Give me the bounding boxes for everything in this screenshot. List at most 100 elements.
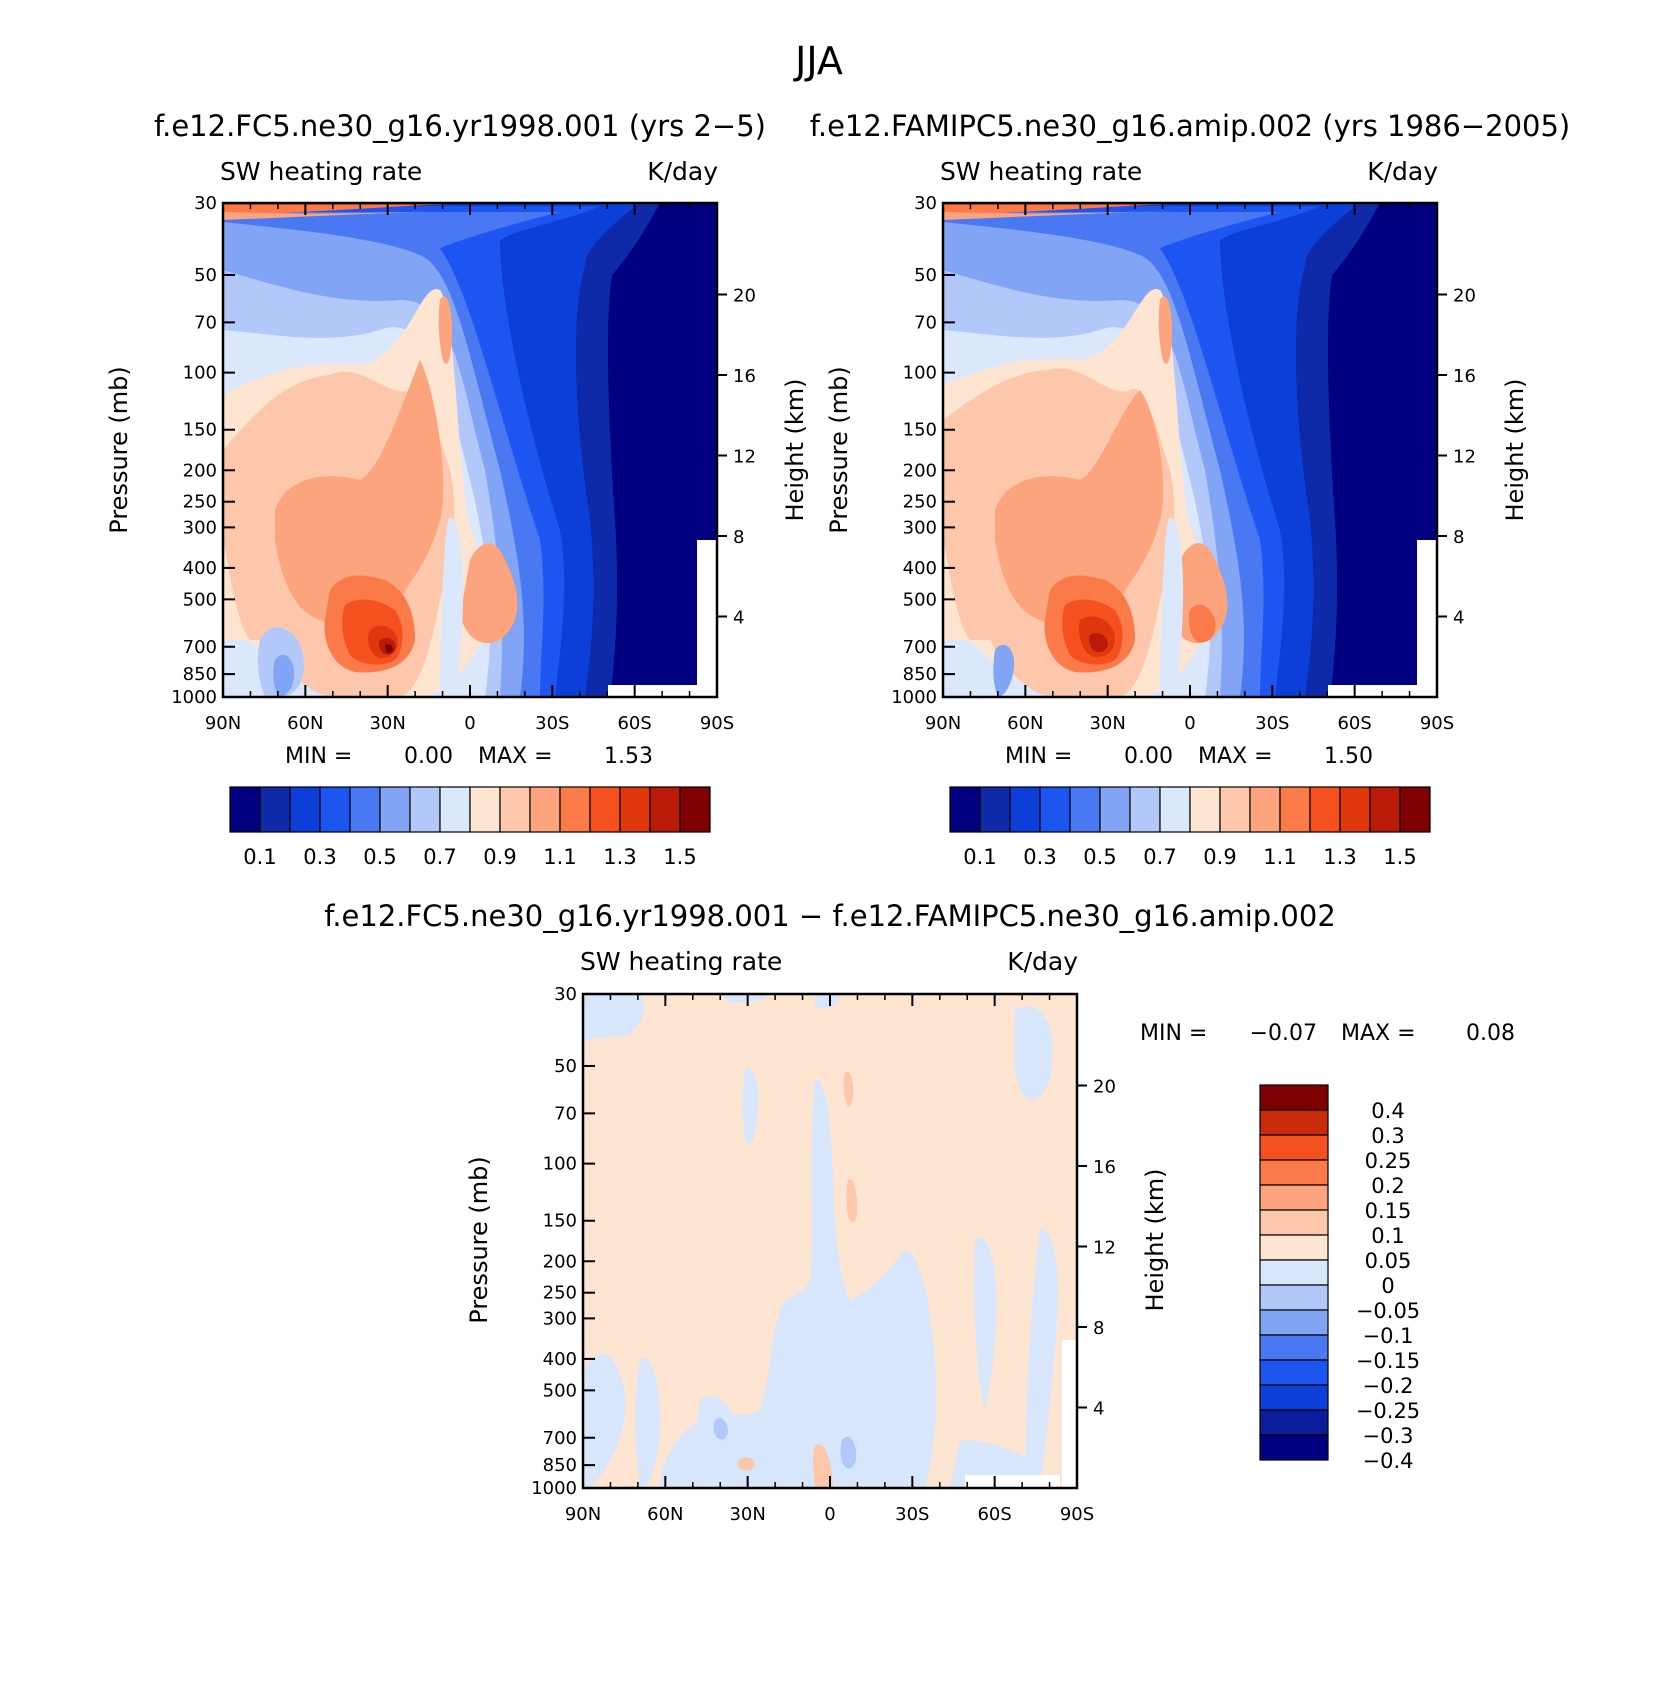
colorbar-box (1069, 786, 1101, 833)
y-tick-label: 700 (183, 637, 217, 658)
y-tick-label: 250 (903, 492, 937, 513)
y-right-tick-label: 20 (1093, 1076, 1116, 1097)
colorbar-box (529, 786, 561, 833)
colorbar-box (1259, 1184, 1329, 1211)
x-tick-label: 30S (895, 1504, 929, 1525)
colorbar-label: 0.1 (963, 845, 996, 869)
colorbar-label: 0.9 (483, 845, 516, 869)
y-tick-label: 500 (183, 589, 217, 610)
y-right-tick-label: 4 (733, 607, 744, 628)
panel-left-colorbar: 0.1 0.3 0.5 0.7 0.9 1.1 1.3 1.5 (229, 786, 711, 869)
y-right-tick-label: 4 (1453, 607, 1464, 628)
colorbar-box (1159, 786, 1191, 833)
y-tick-label: 400 (183, 558, 217, 579)
panel-right-title: f.e12.FAMIPC5.ne30_g16.amip.002 (yrs 198… (810, 109, 1571, 143)
colorbar-box (589, 786, 621, 833)
y-tick-label: 100 (543, 1154, 577, 1175)
panel-left-left-string: SW heating rate (220, 157, 422, 186)
x-tick-label: 0 (824, 1504, 835, 1525)
colorbar-label: −0.25 (1356, 1399, 1420, 1423)
panel-right: f.e12.FAMIPC5.ne30_g16.amip.002 (yrs 198… (810, 109, 1571, 869)
colorbar-label: 1.5 (663, 845, 696, 869)
colorbar-box (979, 786, 1011, 833)
colorbar-box (1259, 1384, 1329, 1411)
x-tick-label: 60N (647, 1504, 683, 1525)
figure-title: JJA (793, 39, 843, 83)
panel-right-left-string: SW heating rate (940, 157, 1142, 186)
colorbar-box (439, 786, 471, 833)
panel-difference-max-label: MAX = (1341, 1021, 1416, 1046)
y-right-tick-label: 12 (1093, 1237, 1116, 1258)
y-right-tick-label: 8 (733, 527, 744, 548)
x-tick-label: 90N (925, 713, 961, 734)
colorbar-box (1259, 1409, 1329, 1436)
colorbar-box (1099, 786, 1131, 833)
colorbar-box (1249, 786, 1281, 833)
panel-left: f.e12.FC5.ne30_g16.yr1998.001 (yrs 2−5) … (105, 109, 809, 869)
colorbar-box (319, 786, 351, 833)
colorbar-label: 0.3 (1023, 845, 1056, 869)
panel-right-axes: 90N 60N 30N 0 30S 60S 90S 30 50 70 100 150 200 250 300… (891, 193, 1476, 734)
colorbar-box (1259, 1134, 1329, 1161)
y-tick-label: 50 (194, 265, 217, 286)
panel-left-ylabel-right: Height (km) (781, 379, 809, 522)
y-tick-label: 1000 (891, 687, 937, 708)
colorbar-label: −0.2 (1363, 1374, 1414, 1398)
y-tick-label: 1000 (171, 687, 217, 708)
colorbar-box (1129, 786, 1161, 833)
panel-difference-left-string: SW heating rate (580, 947, 782, 976)
panel-difference-min-value: −0.07 (1250, 1021, 1317, 1046)
y-tick-label: 70 (914, 312, 937, 333)
colorbar-label: 0.4 (1371, 1099, 1404, 1123)
colorbar-box (1189, 786, 1221, 833)
colorbar-box (259, 786, 291, 833)
y-tick-label: 70 (554, 1103, 577, 1124)
panel-right-right-string: K/day (1367, 157, 1438, 186)
panel-left-axes: 90N 60N 30N 0 30S 60S 90S 30 50 70 100 150 200 250 300… (171, 193, 756, 734)
colorbar-label: 0.9 (1203, 845, 1236, 869)
colorbar-box (1259, 1159, 1329, 1186)
x-tick-label: 90N (565, 1504, 601, 1525)
colorbar-label: 0.2 (1371, 1174, 1404, 1198)
y-tick-label: 30 (554, 984, 577, 1005)
colorbar-label: 0.1 (1371, 1224, 1404, 1248)
y-tick-label: 700 (543, 1428, 577, 1449)
x-tick-label: 30N (729, 1504, 765, 1525)
y-tick-label: 300 (543, 1308, 577, 1329)
colorbar-box (1009, 786, 1041, 833)
panel-difference-title: f.e12.FC5.ne30_g16.yr1998.001 − f.e12.FA… (324, 899, 1336, 933)
panel-left-max-label: MAX = (478, 744, 553, 769)
colorbar-label: 0.25 (1365, 1149, 1412, 1173)
panel-left-min-value: 0.00 (404, 744, 453, 769)
x-tick-label: 60S (977, 1504, 1011, 1525)
y-tick-label: 100 (183, 363, 217, 384)
colorbar-box (1219, 786, 1251, 833)
panel-left-ylabel: Pressure (mb) (105, 366, 133, 533)
colorbar-label: −0.3 (1363, 1424, 1414, 1448)
x-tick-label: 60N (287, 713, 323, 734)
colorbar-label: −0.05 (1356, 1299, 1420, 1323)
y-tick-label: 50 (554, 1056, 577, 1077)
colorbar-label: 0.3 (1371, 1124, 1404, 1148)
x-tick-label: 90S (1420, 713, 1454, 734)
panel-right-ylabel-right: Height (km) (1501, 379, 1529, 522)
y-right-tick-label: 8 (1453, 527, 1464, 548)
colorbar-box (679, 786, 711, 833)
y-tick-label: 50 (914, 265, 937, 286)
panel-right-min-label: MIN = (1005, 744, 1072, 769)
y-right-tick-label: 16 (1453, 366, 1476, 387)
colorbar-box (379, 786, 411, 833)
colorbar-box (1339, 786, 1371, 833)
colorbar-box (949, 786, 981, 833)
colorbar-box (1259, 1109, 1329, 1136)
y-right-tick-label: 16 (733, 366, 756, 387)
colorbar-box (1309, 786, 1341, 833)
panel-difference-colorbar: 0.40.30.250.20.150.10.050−0.05−0.1−0.15−… (1259, 1084, 1420, 1473)
y-tick-label: 1000 (531, 1478, 577, 1499)
y-tick-label: 200 (903, 460, 937, 481)
colorbar-label: 0.7 (423, 845, 456, 869)
colorbar-box (1399, 786, 1431, 833)
colorbar-label: 1.3 (603, 845, 636, 869)
y-tick-label: 70 (194, 312, 217, 333)
